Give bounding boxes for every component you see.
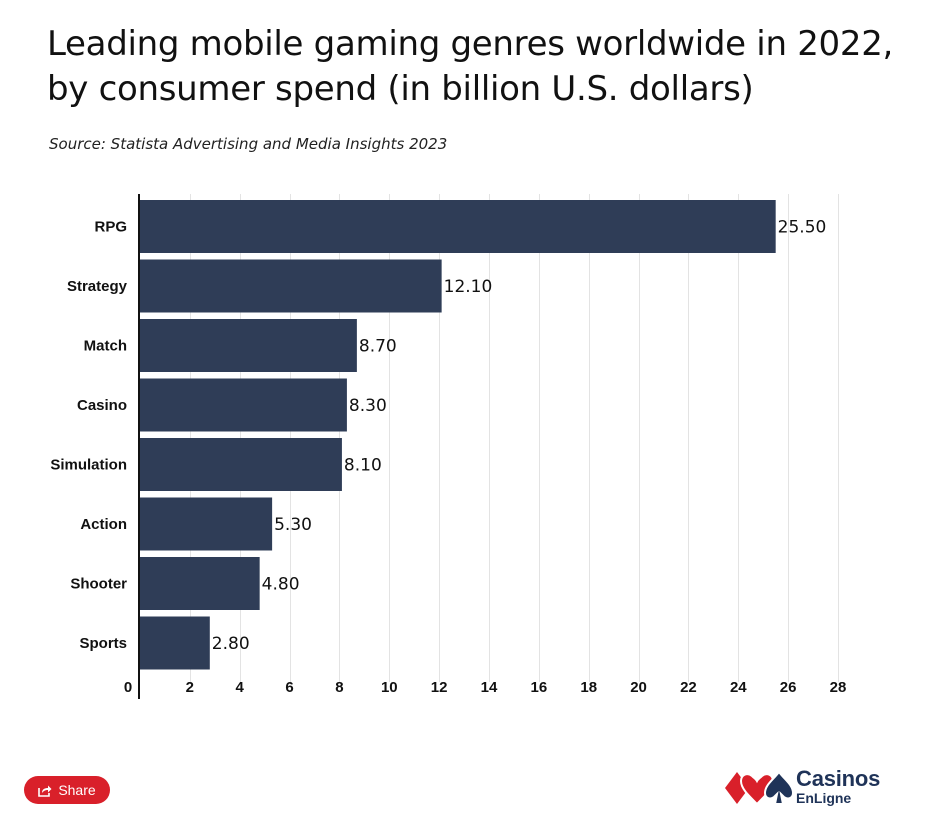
value-label-simulation: 8.10 bbox=[344, 456, 382, 476]
x-tick-label-24: 24 bbox=[730, 679, 747, 696]
category-label-shooter: Shooter bbox=[70, 576, 127, 593]
bar-casino bbox=[140, 378, 347, 432]
x-tick-label-4: 4 bbox=[236, 679, 245, 696]
value-label-shooter: 4.80 bbox=[262, 575, 300, 595]
share-label: Share bbox=[58, 782, 96, 798]
chart-title-line-1: Leading mobile gaming genres worldwide i… bbox=[47, 24, 894, 64]
logo-subtitle: EnLigne bbox=[796, 790, 852, 806]
x-tick-label-6: 6 bbox=[285, 679, 293, 696]
value-label-action: 5.30 bbox=[274, 515, 312, 535]
x-tick-label-0: 0 bbox=[124, 679, 132, 696]
bar-simulation bbox=[140, 438, 342, 491]
chart-title-line-2: by consumer spend (in billion U.S. dolla… bbox=[47, 69, 754, 109]
bar-sports bbox=[140, 616, 210, 670]
category-label-match: Match bbox=[84, 338, 127, 355]
category-label-strategy: Strategy bbox=[67, 278, 128, 295]
bar-rpg bbox=[140, 200, 776, 253]
card-suits-icon bbox=[725, 770, 795, 806]
category-label-rpg: RPG bbox=[94, 219, 127, 236]
x-tick-label-14: 14 bbox=[481, 679, 498, 696]
category-label-casino: Casino bbox=[77, 397, 127, 414]
x-tick-label-28: 28 bbox=[830, 679, 847, 696]
x-tick-label-22: 22 bbox=[680, 679, 697, 696]
category-label-action: Action bbox=[80, 516, 127, 533]
x-tick-label-26: 26 bbox=[780, 679, 797, 696]
x-tick-label-12: 12 bbox=[431, 679, 448, 696]
category-label-simulation: Simulation bbox=[50, 457, 127, 474]
bar-chart: RPG 25.50 Strategy 12.10 Match 8.70 Casino 8.30… bbox=[50, 194, 847, 699]
x-tick-label-20: 20 bbox=[630, 679, 647, 696]
x-tick-label-2: 2 bbox=[186, 679, 194, 696]
x-tick-label-18: 18 bbox=[580, 679, 597, 696]
value-label-sports: 2.80 bbox=[212, 634, 250, 654]
casinos-enligne-logo: Casinos EnLigne bbox=[723, 768, 893, 810]
value-label-casino: 8.30 bbox=[349, 396, 387, 416]
share-icon bbox=[38, 785, 52, 797]
bar-strategy bbox=[140, 259, 442, 313]
chart-title: Leading mobile gaming genres worldwide i… bbox=[47, 22, 907, 112]
x-tick-label-10: 10 bbox=[381, 679, 398, 696]
category-label-sports: Sports bbox=[79, 635, 127, 652]
x-tick-label-16: 16 bbox=[531, 679, 548, 696]
chart-source: Source: Statista Advertising and Media I… bbox=[49, 135, 448, 153]
value-label-rpg: 25.50 bbox=[778, 218, 827, 238]
value-label-match: 8.70 bbox=[359, 337, 397, 357]
bar-match bbox=[140, 319, 357, 372]
bar-action bbox=[140, 497, 273, 551]
x-tick-label-8: 8 bbox=[335, 679, 343, 696]
bar-shooter bbox=[140, 557, 260, 610]
share-button[interactable]: Share bbox=[24, 776, 110, 804]
value-label-strategy: 12.10 bbox=[444, 277, 493, 297]
logo-name: Casinos bbox=[796, 766, 881, 791]
